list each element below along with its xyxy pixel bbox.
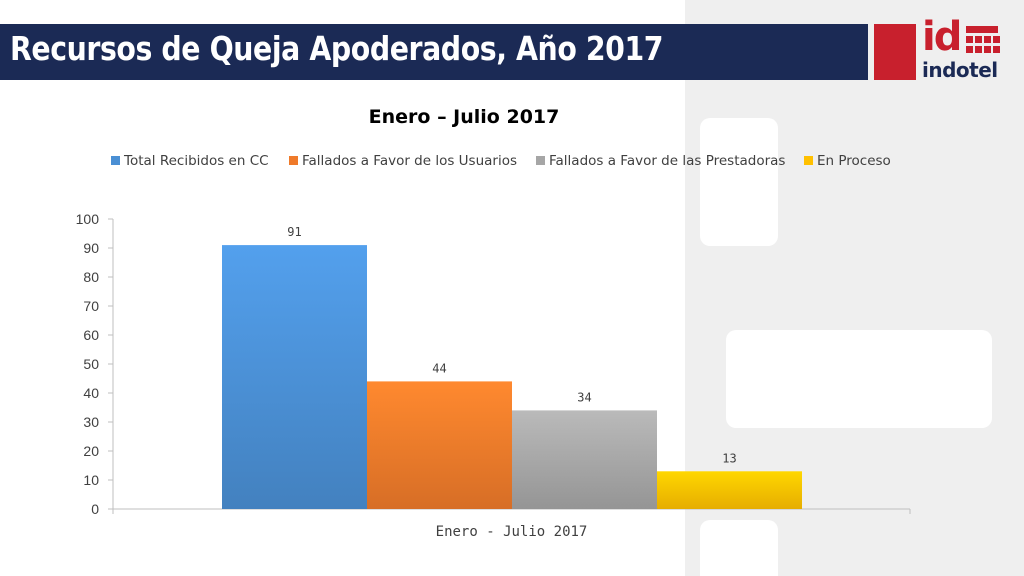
legend-swatch [111, 156, 120, 165]
legend-swatch [536, 156, 545, 165]
title-bar: Recursos de Queja Apoderados, Año 2017 [0, 24, 868, 80]
bar-2 [367, 381, 512, 509]
y-tick-label: 20 [83, 443, 99, 459]
y-tick-label: 10 [83, 472, 99, 488]
background-card [726, 330, 992, 428]
legend-swatch [289, 156, 298, 165]
background-card [700, 520, 778, 576]
y-tick-label: 100 [76, 211, 100, 227]
chart-title: Enero – Julio 2017 [369, 106, 560, 128]
bar-3 [512, 410, 657, 509]
data-label: 91 [287, 225, 301, 239]
data-label: 44 [432, 361, 446, 375]
chart-legend: Total Recibidos en CC Fallados a Favor de… [111, 153, 891, 169]
bar-1 [222, 245, 367, 509]
y-tick-label: 80 [83, 269, 99, 285]
legend-label: En Proceso [817, 153, 891, 169]
logo-text: indotel [922, 58, 998, 82]
bar-4 [657, 471, 802, 509]
y-tick-label: 70 [83, 298, 99, 314]
data-label: 13 [722, 451, 736, 465]
legend-label: Total Recibidos en CC [123, 153, 269, 169]
background-card [700, 118, 778, 246]
legend-swatch [804, 156, 813, 165]
chart-data-labels: 91 44 34 13 [287, 225, 736, 465]
y-tick-label: 0 [91, 501, 99, 517]
logo-red-block [874, 24, 916, 80]
y-tick-label: 50 [83, 356, 99, 372]
y-tick-label: 40 [83, 385, 99, 401]
y-tick-label: 30 [83, 414, 99, 430]
x-category-label: Enero - Julio 2017 [436, 524, 588, 540]
chart-axes: 0 10 20 30 40 50 60 70 80 90 100 Enero - Julio 2017 [76, 211, 911, 540]
slide-title: Recursos de Queja Apoderados, Año 2017 [10, 29, 664, 68]
legend-label: Fallados a Favor de los Usuarios [302, 153, 517, 169]
chart-bars [222, 245, 802, 509]
data-label: 34 [577, 390, 591, 404]
y-tick-label: 60 [83, 327, 99, 343]
y-tick-label: 90 [83, 240, 99, 256]
legend-label: Fallados a Favor de las Prestadoras [549, 153, 785, 169]
logo-mark: id [922, 14, 962, 60]
